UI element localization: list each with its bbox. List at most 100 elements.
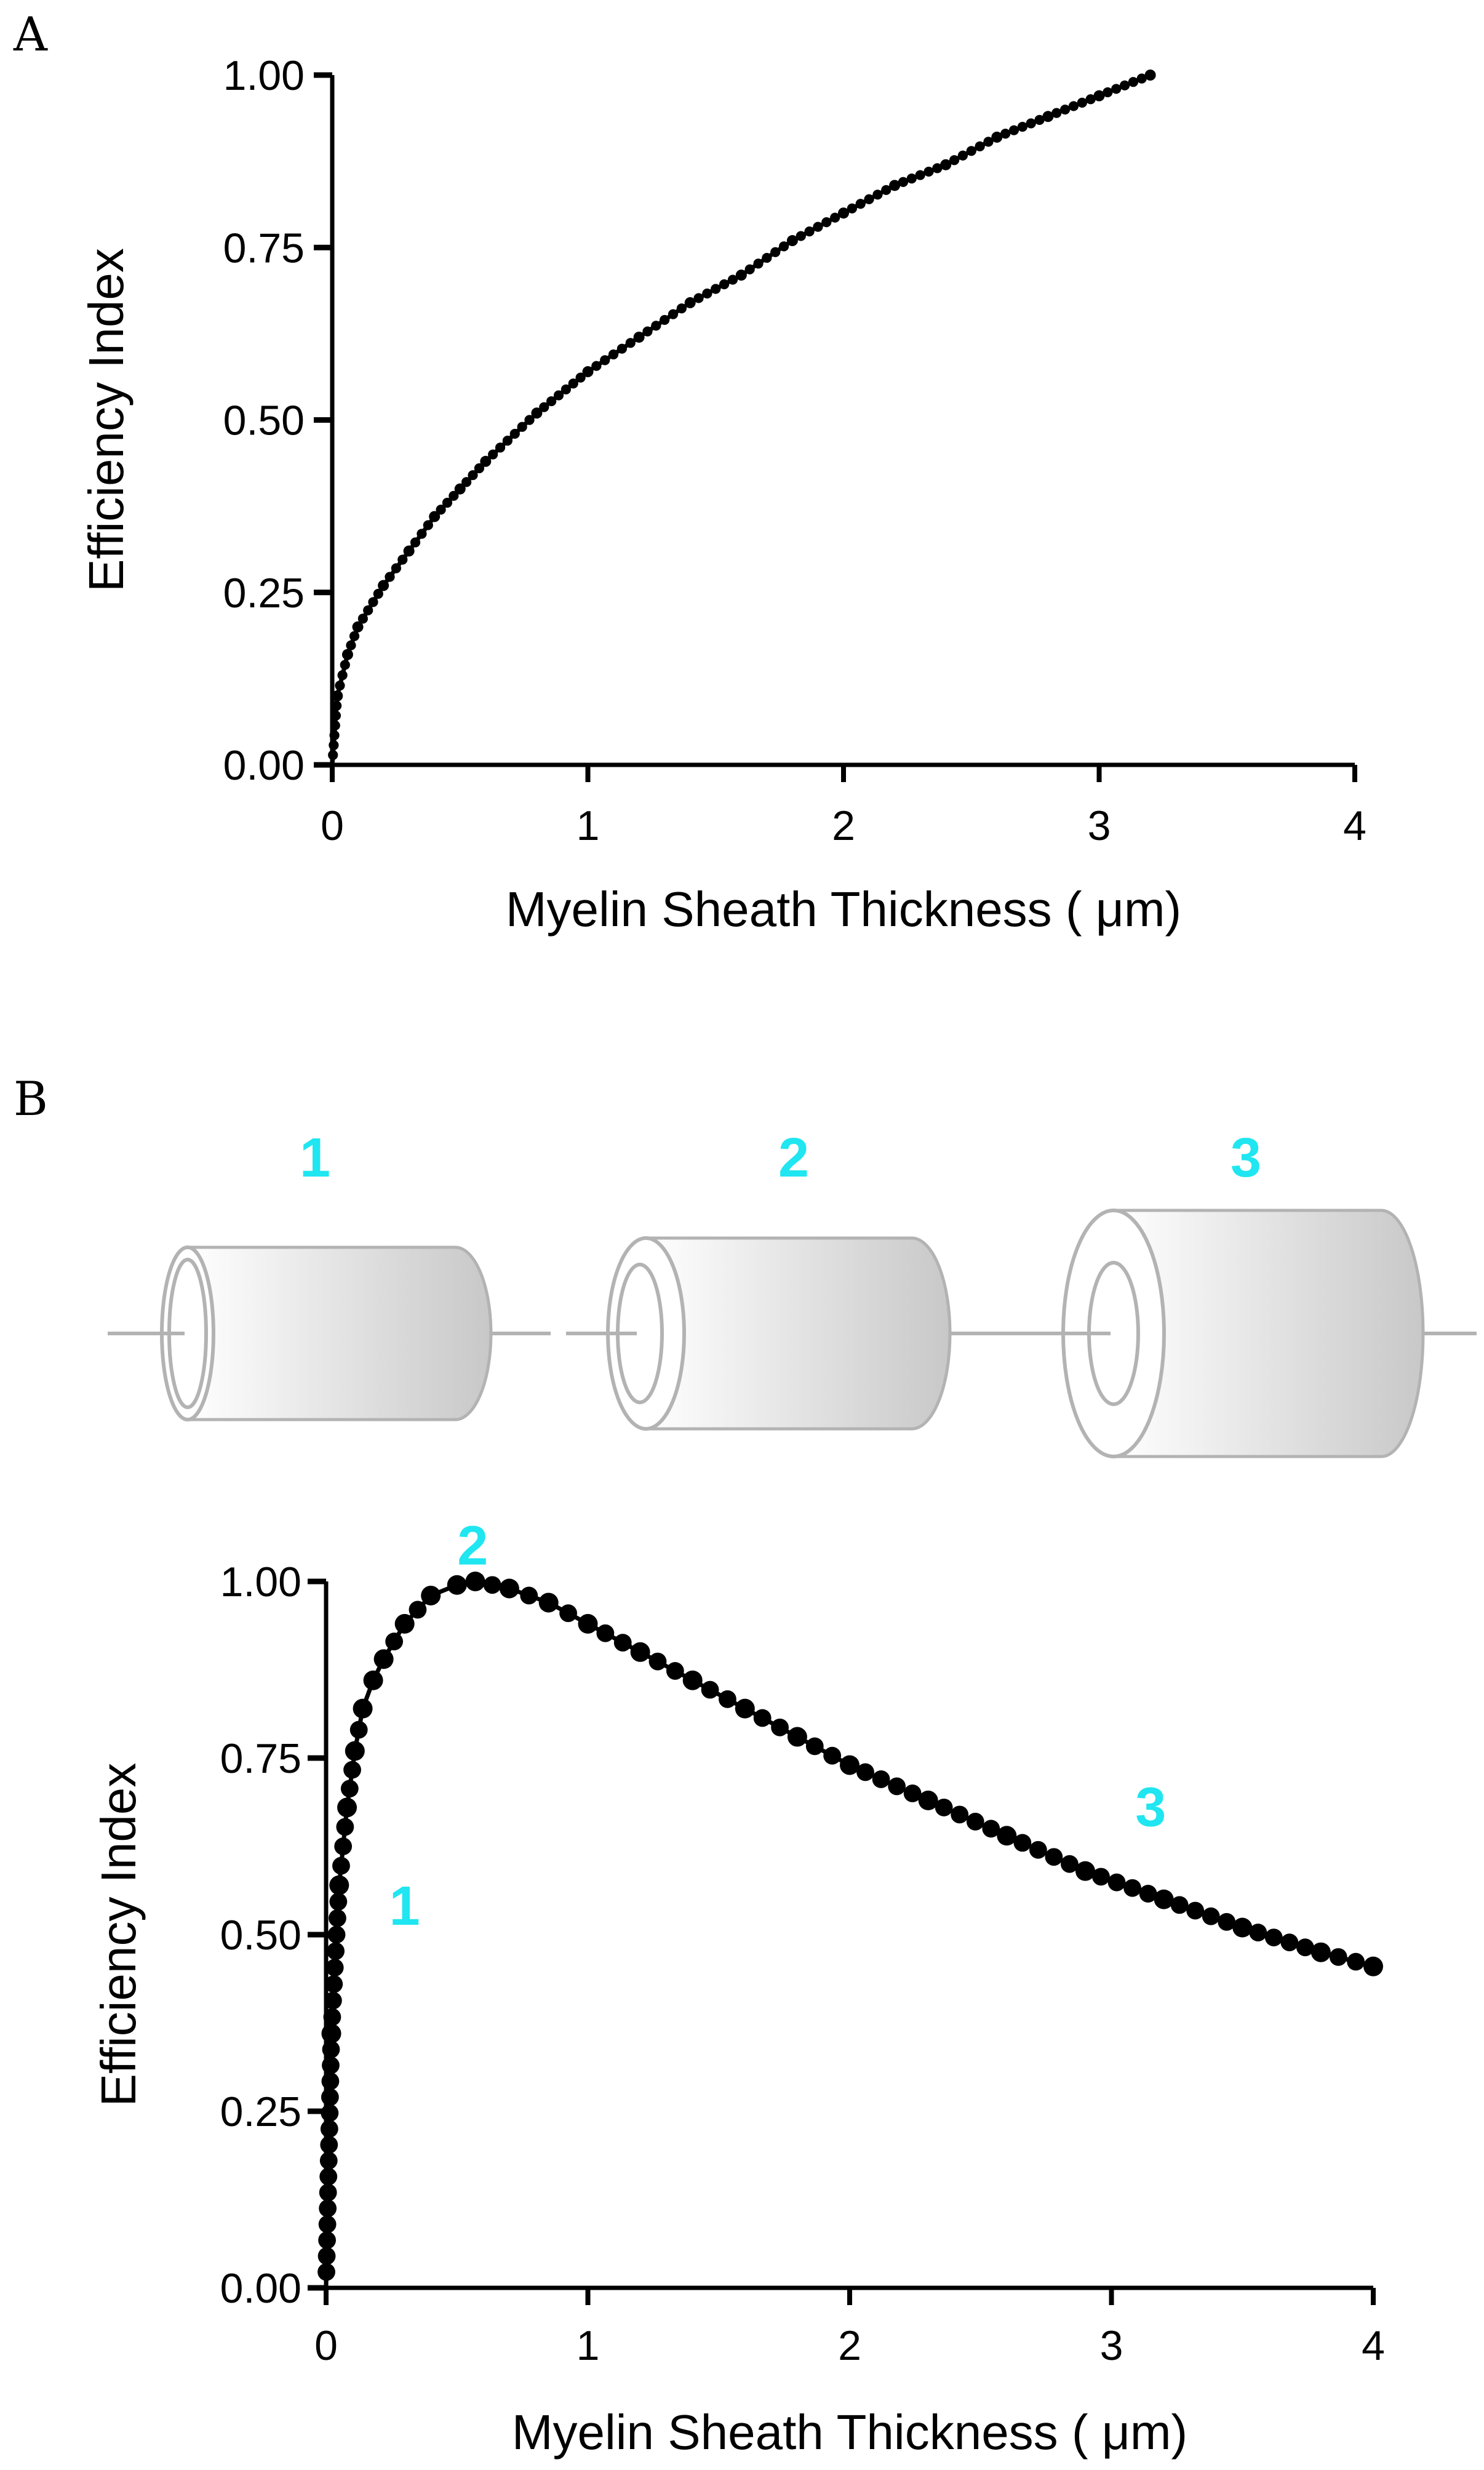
data-point [1008,125,1019,135]
data-point [821,217,832,228]
data-point [676,303,687,314]
diagram-label-3: 3 [1231,1127,1261,1189]
data-point [682,1670,703,1690]
data-point [719,1690,736,1708]
data-point [660,314,670,326]
data-point [461,477,472,487]
data-point [648,1652,667,1671]
data-point [966,146,976,156]
data-point [975,141,985,151]
data-point [329,1875,349,1895]
data-point [1111,84,1122,94]
data-point [488,449,498,460]
diagram-label-1: 1 [300,1127,330,1189]
data-point [559,1604,577,1623]
data-point [932,163,943,174]
data-point [940,159,952,170]
data-point [1017,121,1027,132]
data-point [1170,1896,1189,1914]
data-point [906,174,917,184]
data-point [336,1818,354,1836]
data-point [417,529,427,539]
data-point [517,422,527,432]
data-point [319,2167,338,2186]
data-point [353,1698,373,1719]
y-tick-label: 0.00 [223,742,305,789]
data-point [872,1770,890,1788]
data-point [898,177,909,187]
data-point [320,2120,338,2138]
data-point [341,649,353,660]
data-point [397,554,408,565]
data-point [1042,111,1054,122]
data-point [319,2183,337,2202]
data-point [363,605,373,615]
data-point [1249,1924,1267,1941]
data-point [324,1991,342,2010]
data-point [465,1572,485,1591]
data-point [373,588,383,599]
data-point [454,483,466,495]
data-point [804,226,815,237]
data-point [327,1925,346,1944]
chart-b: 0.00 0.25 0.50 0.75 1.00 0 1 2 3 4 Myelin Sheath T… [91,1516,1385,2460]
data-point [1154,1889,1174,1909]
data-point [668,309,679,319]
x-tick-label: 2 [832,802,855,849]
data-point [951,1805,969,1824]
data-point [608,349,619,360]
data-point [553,390,564,401]
data-point [838,207,849,219]
data-point [343,1761,361,1779]
data-point [321,2104,339,2122]
data-point [391,563,401,574]
data-point [582,366,594,378]
data-point [363,1670,383,1690]
data-point [847,203,857,214]
x-axis-title: Myelin Sheath Thickness ( μm) [512,2405,1187,2460]
data-point [600,355,610,366]
data-point [735,1698,755,1719]
data-point [888,1777,906,1796]
data-point [633,331,645,343]
data-point [329,730,340,741]
data-point [337,1797,357,1818]
y-tick-label: 0.50 [220,1912,301,1959]
data-point [340,1780,359,1798]
data-point [317,2247,336,2265]
data-point [340,660,350,670]
data-point [1060,104,1071,115]
x-tick-label: 3 [1088,802,1111,849]
data-point [924,166,934,177]
data-point [830,212,840,223]
data-point [335,680,345,691]
data-point [409,1601,427,1619]
data-point [702,288,712,299]
data-point [701,1681,719,1699]
data-point [823,1746,842,1765]
data-point [474,463,485,474]
data-point [935,1798,953,1817]
x-tick-label: 2 [838,2322,861,2369]
data-point [1119,80,1130,90]
data-point [711,284,721,294]
data-point [1000,129,1011,139]
data-point [1310,1942,1331,1962]
data-point [385,1633,404,1650]
data-point [531,407,543,419]
data-point [1034,114,1045,125]
data-point [575,372,586,383]
data-point [915,170,925,180]
data-point [1128,77,1138,87]
data-point [1139,1885,1157,1903]
x-tick-label: 4 [1343,802,1366,849]
data-point [357,614,368,624]
data-point [318,2215,337,2234]
data-point [1029,1841,1047,1859]
data-point [1068,101,1079,111]
data-point [568,378,578,389]
fiber-2 [566,1236,1034,1431]
data-point [881,185,892,195]
data-point [321,2072,340,2090]
